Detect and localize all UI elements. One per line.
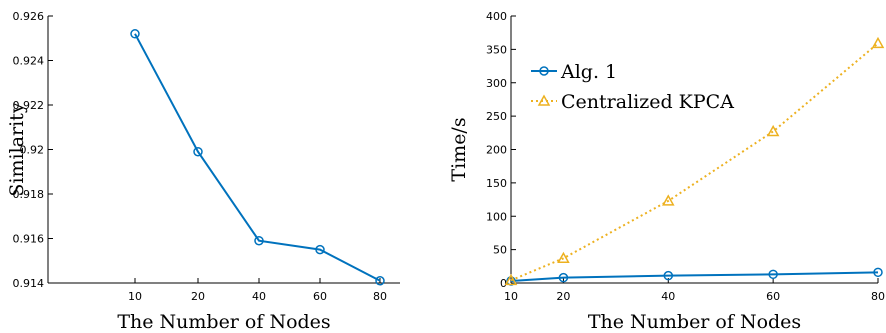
data-point	[558, 272, 569, 283]
legend-label: Centralized KPCA	[561, 91, 734, 113]
x-axis-label: The Number of Nodes	[588, 311, 801, 333]
y-axis-label: Time/s	[448, 117, 470, 181]
y-tick-label: 250	[486, 110, 507, 123]
y-tick-label: 0.916	[13, 233, 45, 246]
y-tick-label: 0	[500, 277, 507, 290]
x-axis-label: The Number of Nodes	[117, 311, 330, 333]
data-point	[539, 66, 549, 76]
x-tick-label: 80	[373, 290, 387, 303]
y-tick-label: 150	[486, 177, 507, 190]
y-tick-label: 0.918	[13, 188, 45, 201]
y-tick-label: 0.922	[13, 99, 45, 112]
data-point	[768, 269, 778, 280]
legend-label: Alg. 1	[560, 61, 617, 83]
data-point	[254, 235, 264, 246]
similarity-chart: 0.914 0.916 0.918 0.92 0.922 0.924 0.926 10 20 40…	[6, 10, 400, 333]
y-tick-label: 0.914	[13, 277, 45, 290]
data-point	[315, 244, 325, 255]
x-tick-label: 10	[504, 290, 518, 303]
data-point	[663, 270, 674, 281]
y-axis-label: Similarity	[6, 102, 28, 196]
y-tick-label: 0.924	[13, 55, 45, 68]
data-point	[537, 94, 551, 106]
series-line	[510, 271, 879, 282]
data-point	[504, 273, 518, 286]
y-tick-label: 0.926	[13, 10, 45, 23]
data-point	[375, 276, 385, 286]
x-tick-label: 40	[661, 290, 675, 303]
y-tick-label: 0.92	[20, 144, 45, 157]
data-point	[662, 194, 675, 206]
series-line	[510, 42, 879, 282]
data-point	[193, 146, 203, 157]
x-tick-label: 20	[556, 290, 570, 303]
y-tick-label: 300	[486, 77, 507, 90]
data-point	[766, 124, 780, 137]
x-tick-label: 60	[313, 290, 327, 303]
data-point	[557, 251, 570, 264]
x-tick-label: 20	[191, 290, 205, 303]
data-point	[873, 267, 883, 278]
x-tick-label: 60	[766, 290, 780, 303]
x-tick-label: 40	[252, 290, 266, 303]
time-chart: 0 50 100 150 200 250 300 350 400 10 20 40 60 80 The Nu…	[448, 10, 885, 333]
y-tick-label: 350	[486, 43, 507, 56]
data-point	[871, 36, 885, 49]
data-point	[130, 29, 140, 39]
x-tick-label: 10	[128, 290, 142, 303]
y-tick-label: 400	[486, 10, 507, 23]
y-tick-label: 50	[493, 244, 507, 257]
series-line	[134, 33, 381, 282]
y-tick-label: 200	[486, 144, 507, 157]
y-tick-label: 100	[486, 210, 507, 223]
x-tick-label: 80	[871, 290, 885, 303]
